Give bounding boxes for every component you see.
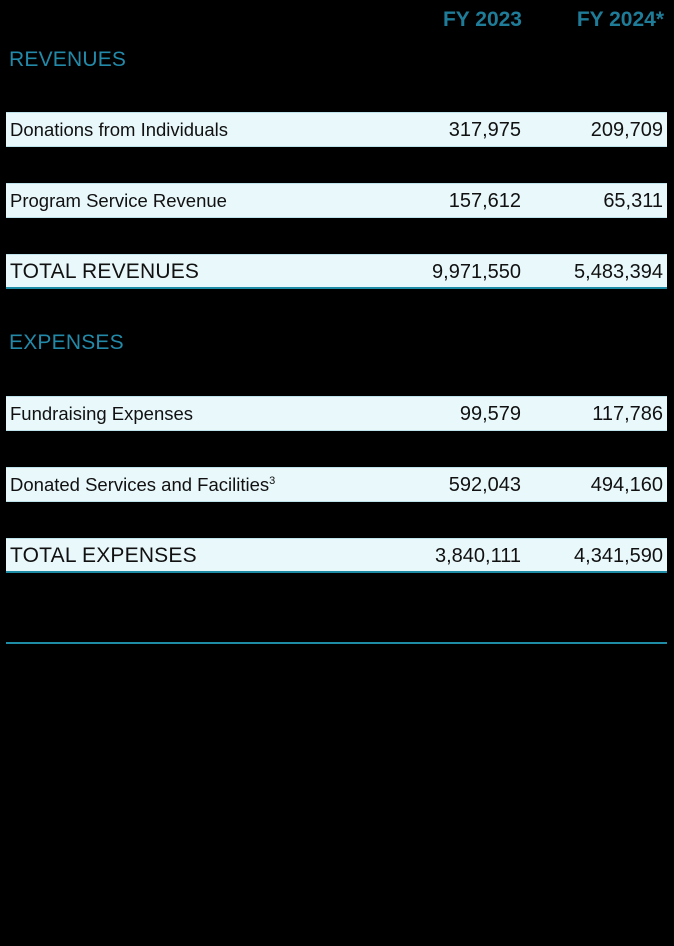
row-label: Program Service Revenue	[10, 190, 227, 211]
total-row-revenues: TOTAL REVENUES 9,971,550 5,483,394	[6, 254, 667, 289]
footnote-marker: 3	[269, 475, 276, 487]
value-fy2023: 317,975	[448, 119, 521, 141]
column-header-fy2023: FY 2023	[442, 8, 522, 31]
table-row: Donated Services and Facilities3 592,043…	[6, 467, 667, 502]
table-row: Program Service Revenue 157,612 65,311	[6, 183, 667, 218]
table-row: Fundraising Expenses 99,579 117,786	[6, 396, 667, 431]
bottom-divider	[6, 642, 667, 644]
total-label: TOTAL REVENUES	[10, 260, 200, 283]
total-value-fy2024: 4,341,590	[574, 545, 663, 567]
row-label-text: Donated Services and Facilities	[10, 474, 270, 495]
section-title-expenses: EXPENSES	[9, 331, 124, 354]
column-header-fy2024: FY 2024*	[576, 8, 664, 31]
total-value-fy2023: 9,971,550	[432, 261, 521, 283]
value-fy2023: 592,043	[448, 474, 521, 496]
row-label: Fundraising Expenses	[10, 403, 194, 424]
total-value-fy2024: 5,483,394	[574, 261, 663, 283]
row-label: Donations from Individuals	[10, 119, 228, 140]
section-title-revenues: REVENUES	[9, 48, 127, 71]
value-fy2023: 99,579	[459, 403, 521, 425]
total-value-fy2023: 3,840,111	[434, 545, 521, 567]
value-fy2023: 157,612	[448, 190, 521, 212]
value-fy2024: 117,786	[592, 403, 663, 425]
value-fy2024: 494,160	[590, 474, 663, 496]
row-label: Donated Services and Facilities3	[10, 468, 275, 502]
value-fy2024: 65,311	[603, 190, 663, 212]
table-row: Donations from Individuals 317,975 209,7…	[6, 112, 667, 147]
value-fy2024: 209,709	[590, 119, 663, 141]
total-label: TOTAL EXPENSES	[10, 544, 197, 567]
total-row-expenses: TOTAL EXPENSES 3,840,111 4,341,590	[6, 538, 667, 573]
